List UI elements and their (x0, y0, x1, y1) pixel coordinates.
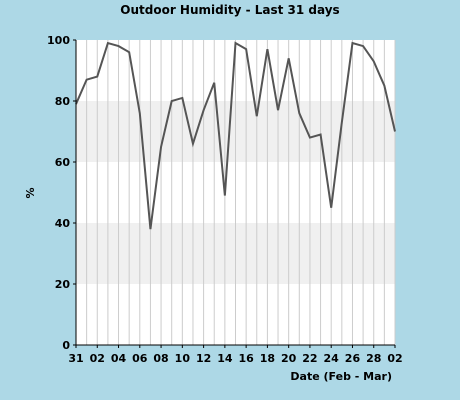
x-axis-label: Date (Feb - Mar) (290, 370, 392, 383)
x-tick-label: 31 (68, 352, 83, 365)
x-tick-label: 28 (366, 352, 381, 365)
chart-title: Outdoor Humidity - Last 31 days (120, 3, 339, 17)
x-tick-label: 12 (196, 352, 211, 365)
y-tick-label: 0 (62, 339, 70, 352)
x-tick-label: 08 (153, 352, 168, 365)
y-tick-label: 100 (47, 34, 70, 47)
humidity-series-line (75, 41, 396, 230)
y-tick-label: 20 (55, 278, 71, 291)
x-tick-label: 02 (387, 352, 402, 365)
y-tick-label: 80 (55, 95, 71, 108)
x-tick-label: 06 (132, 352, 148, 365)
y-tick-label: 60 (55, 156, 71, 169)
x-tick-label: 26 (345, 352, 361, 365)
x-tick-label: 16 (238, 352, 254, 365)
x-tick-label: 10 (175, 352, 191, 365)
x-tick-label: 04 (111, 352, 127, 365)
x-tick-label: 24 (324, 352, 340, 365)
x-tick-label: 20 (281, 352, 297, 365)
plot-area (75, 40, 396, 345)
y-tick-label: 40 (55, 217, 71, 230)
y-axis-label: % (24, 187, 37, 198)
x-tick-label: 18 (260, 352, 275, 365)
x-tick-label: 22 (302, 352, 317, 365)
x-tick-label: 02 (90, 352, 105, 365)
x-tick-label: 14 (217, 352, 233, 365)
